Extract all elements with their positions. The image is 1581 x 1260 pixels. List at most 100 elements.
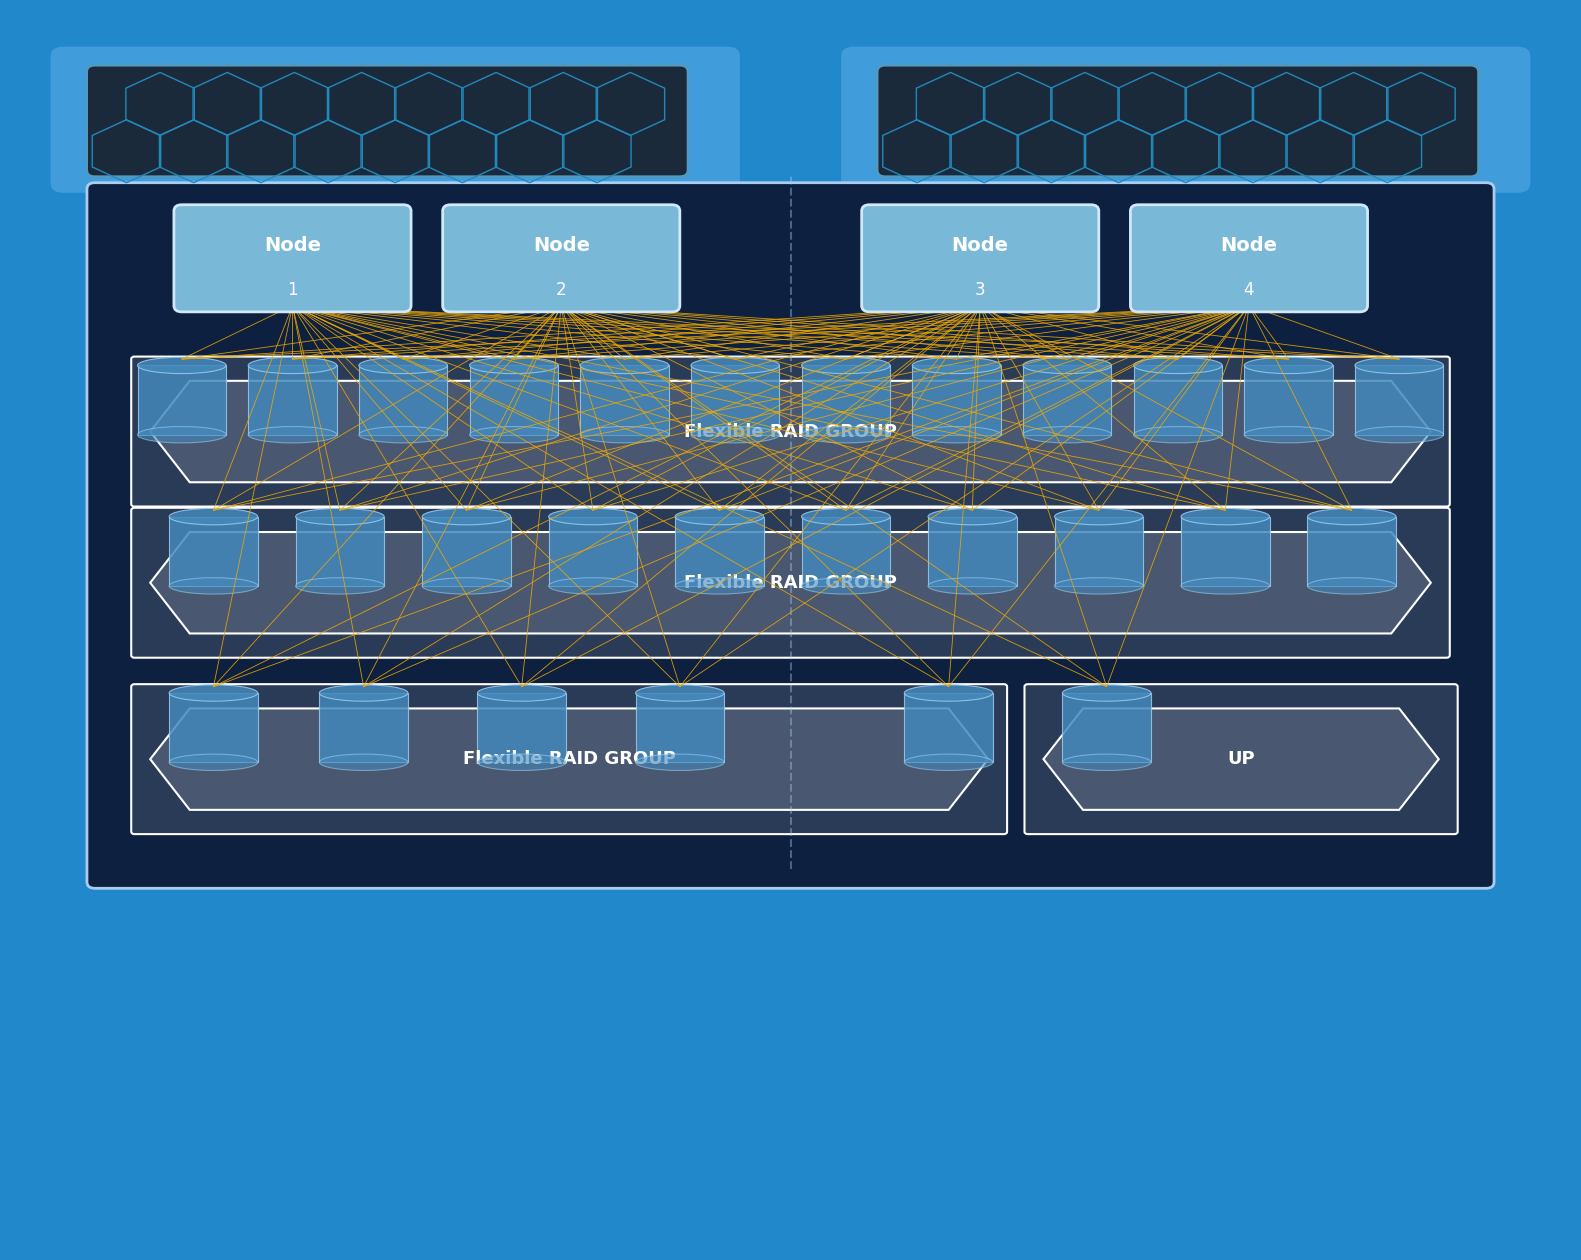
FancyBboxPatch shape xyxy=(802,517,890,586)
Ellipse shape xyxy=(675,508,764,525)
FancyBboxPatch shape xyxy=(912,365,1001,435)
Ellipse shape xyxy=(636,685,724,701)
Text: Node: Node xyxy=(533,236,590,256)
Ellipse shape xyxy=(928,508,1017,525)
Ellipse shape xyxy=(248,358,337,374)
Ellipse shape xyxy=(912,358,1001,374)
FancyBboxPatch shape xyxy=(470,365,558,435)
FancyBboxPatch shape xyxy=(1055,517,1143,586)
FancyBboxPatch shape xyxy=(928,517,1017,586)
FancyBboxPatch shape xyxy=(174,204,411,311)
Ellipse shape xyxy=(928,577,1017,595)
Ellipse shape xyxy=(1062,753,1151,770)
FancyBboxPatch shape xyxy=(675,517,764,586)
Ellipse shape xyxy=(1307,508,1396,525)
FancyBboxPatch shape xyxy=(1307,517,1396,586)
Ellipse shape xyxy=(359,358,447,374)
FancyBboxPatch shape xyxy=(443,204,680,311)
Ellipse shape xyxy=(1307,577,1396,595)
FancyBboxPatch shape xyxy=(131,357,1450,507)
Ellipse shape xyxy=(691,427,779,444)
Polygon shape xyxy=(150,532,1431,634)
Ellipse shape xyxy=(169,753,258,770)
FancyBboxPatch shape xyxy=(422,517,511,586)
Ellipse shape xyxy=(422,508,511,525)
FancyBboxPatch shape xyxy=(904,693,993,762)
FancyBboxPatch shape xyxy=(51,47,740,193)
Ellipse shape xyxy=(296,508,384,525)
Ellipse shape xyxy=(319,685,408,701)
Ellipse shape xyxy=(1062,685,1151,701)
Polygon shape xyxy=(150,381,1431,483)
FancyBboxPatch shape xyxy=(296,517,384,586)
FancyBboxPatch shape xyxy=(841,47,1530,193)
FancyBboxPatch shape xyxy=(862,204,1099,311)
FancyBboxPatch shape xyxy=(138,365,226,435)
Ellipse shape xyxy=(169,508,258,525)
Ellipse shape xyxy=(802,508,890,525)
Ellipse shape xyxy=(912,427,1001,444)
FancyBboxPatch shape xyxy=(1134,365,1222,435)
Ellipse shape xyxy=(169,577,258,595)
Ellipse shape xyxy=(1244,358,1333,374)
FancyBboxPatch shape xyxy=(1024,684,1458,834)
Ellipse shape xyxy=(1055,577,1143,595)
Text: UP: UP xyxy=(1227,750,1255,769)
Ellipse shape xyxy=(802,358,890,374)
FancyBboxPatch shape xyxy=(877,66,1478,176)
FancyBboxPatch shape xyxy=(131,508,1450,658)
Text: 4: 4 xyxy=(1244,281,1254,299)
Text: Flexible RAID GROUP: Flexible RAID GROUP xyxy=(685,422,896,441)
Ellipse shape xyxy=(138,427,226,444)
Ellipse shape xyxy=(802,427,890,444)
Text: Node: Node xyxy=(952,236,1009,256)
Ellipse shape xyxy=(477,685,566,701)
Ellipse shape xyxy=(1355,358,1443,374)
Ellipse shape xyxy=(675,577,764,595)
FancyBboxPatch shape xyxy=(1023,365,1111,435)
Text: 1: 1 xyxy=(288,281,297,299)
Ellipse shape xyxy=(1023,427,1111,444)
Polygon shape xyxy=(150,708,988,810)
Ellipse shape xyxy=(319,753,408,770)
Ellipse shape xyxy=(802,577,890,595)
Ellipse shape xyxy=(477,753,566,770)
Text: Node: Node xyxy=(1221,236,1277,256)
Ellipse shape xyxy=(248,427,337,444)
Ellipse shape xyxy=(1023,358,1111,374)
Text: Flexible RAID GROUP: Flexible RAID GROUP xyxy=(463,750,675,769)
Text: 3: 3 xyxy=(975,281,985,299)
Ellipse shape xyxy=(549,508,637,525)
Ellipse shape xyxy=(1181,508,1270,525)
FancyBboxPatch shape xyxy=(248,365,337,435)
Text: Node: Node xyxy=(264,236,321,256)
FancyBboxPatch shape xyxy=(131,684,1007,834)
Ellipse shape xyxy=(138,358,226,374)
Ellipse shape xyxy=(359,427,447,444)
Ellipse shape xyxy=(1055,508,1143,525)
Ellipse shape xyxy=(470,358,558,374)
Polygon shape xyxy=(1043,708,1439,810)
FancyBboxPatch shape xyxy=(87,66,688,176)
Ellipse shape xyxy=(422,577,511,595)
Ellipse shape xyxy=(296,577,384,595)
Ellipse shape xyxy=(1134,427,1222,444)
Ellipse shape xyxy=(1355,427,1443,444)
FancyBboxPatch shape xyxy=(1244,365,1333,435)
FancyBboxPatch shape xyxy=(319,693,408,762)
FancyBboxPatch shape xyxy=(1355,365,1443,435)
FancyBboxPatch shape xyxy=(1062,693,1151,762)
Ellipse shape xyxy=(169,685,258,701)
FancyBboxPatch shape xyxy=(636,693,724,762)
FancyBboxPatch shape xyxy=(549,517,637,586)
FancyBboxPatch shape xyxy=(87,183,1494,888)
Text: 2: 2 xyxy=(557,281,566,299)
FancyBboxPatch shape xyxy=(580,365,669,435)
FancyBboxPatch shape xyxy=(1181,517,1270,586)
Ellipse shape xyxy=(1181,577,1270,595)
FancyBboxPatch shape xyxy=(169,517,258,586)
FancyBboxPatch shape xyxy=(359,365,447,435)
Ellipse shape xyxy=(904,753,993,770)
FancyBboxPatch shape xyxy=(691,365,779,435)
Text: Flexible RAID GROUP: Flexible RAID GROUP xyxy=(685,573,896,592)
